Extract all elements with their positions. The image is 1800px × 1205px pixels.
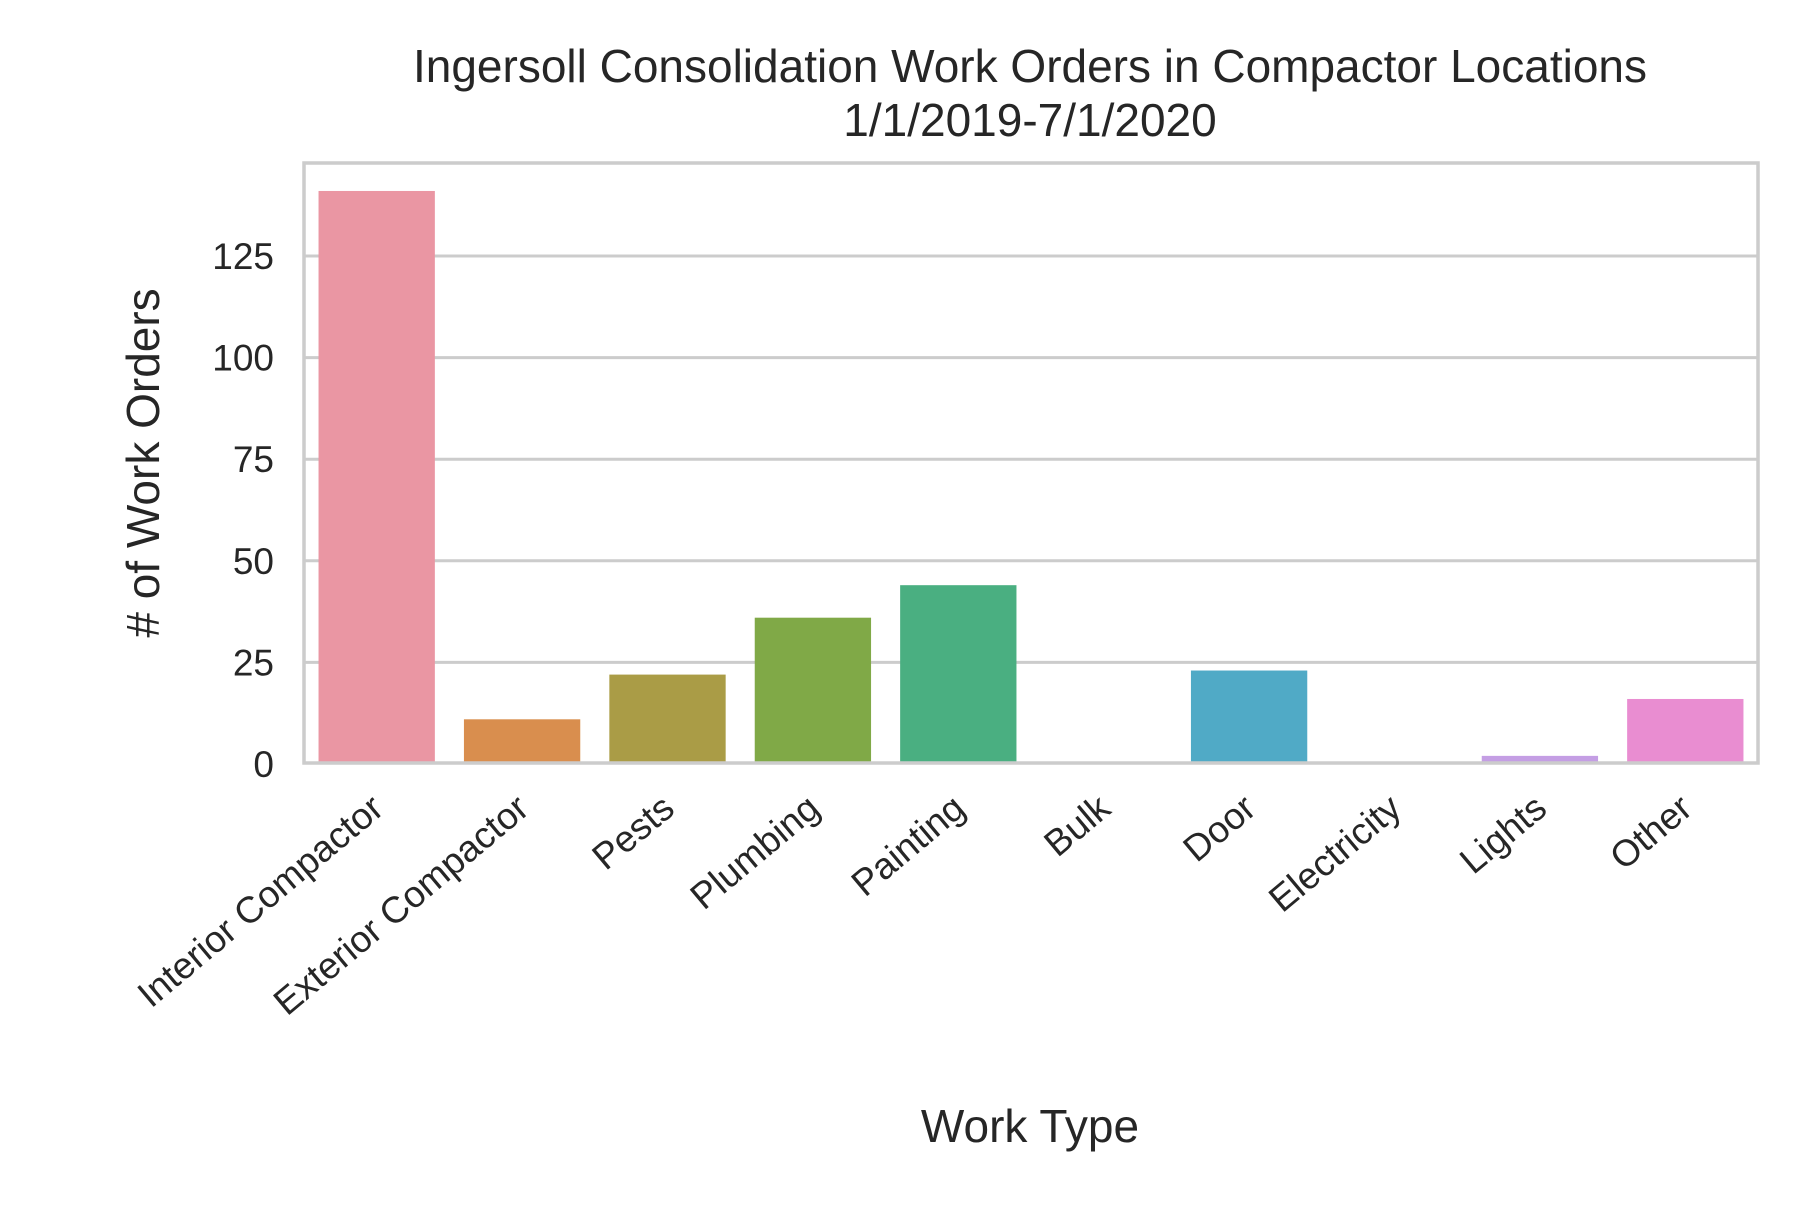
gridlines xyxy=(304,254,1758,664)
bar-door xyxy=(1190,670,1308,764)
bar-other xyxy=(1627,698,1744,764)
x-tick-label: Interior Compactor xyxy=(130,787,391,1015)
y-tick-label: 0 xyxy=(253,744,274,785)
chart-title: Ingersoll Consolidation Work Orders in C… xyxy=(413,40,1647,92)
x-tick-label: Bulk xyxy=(1036,786,1118,864)
x-axis-label: Work Type xyxy=(921,1100,1139,1152)
y-tick-label: 75 xyxy=(233,439,274,480)
y-tick-label: 25 xyxy=(233,642,274,683)
bar-pests xyxy=(609,674,726,764)
x-tick-label: Electricity xyxy=(1261,786,1409,919)
y-axis-label: # of Work Orders xyxy=(117,288,169,637)
chart-subtitle: 1/1/2019-7/1/2020 xyxy=(843,94,1216,146)
x-tick-label: Lights xyxy=(1452,787,1554,882)
bar-painting xyxy=(900,585,1017,764)
x-tick-label: Plumbing xyxy=(683,787,828,918)
plot-frame xyxy=(302,161,1760,765)
x-tick-label: Exterior Compactor xyxy=(266,787,537,1023)
bar-interior-compactor xyxy=(318,190,435,764)
bar-lights xyxy=(1481,755,1599,764)
bars xyxy=(318,190,1744,764)
x-tick-label: Painting xyxy=(844,787,973,904)
y-tick-label: 125 xyxy=(212,236,274,277)
bar-plumbing xyxy=(754,617,872,764)
y-tick-label: 100 xyxy=(212,338,274,379)
bar-exterior-compactor xyxy=(463,719,581,764)
y-tick-label: 50 xyxy=(233,541,274,582)
y-tick-labels: 0 25 50 75 100 125 xyxy=(212,236,274,785)
x-tick-label: Door xyxy=(1175,787,1263,870)
x-tick-label: Other xyxy=(1602,787,1699,878)
x-tick-label: Pests xyxy=(584,787,681,878)
